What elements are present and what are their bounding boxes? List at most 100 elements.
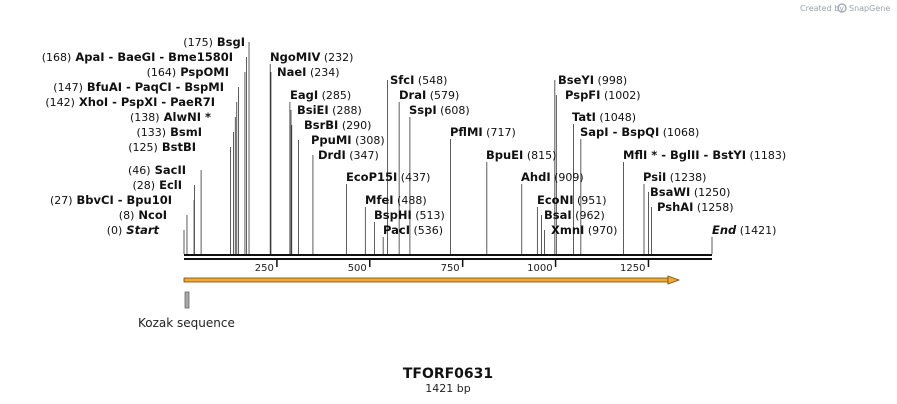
site-label[interactable]: MfeI (488): [365, 193, 427, 207]
site-position: (970): [584, 224, 617, 237]
site-label[interactable]: (125) BstBI: [128, 140, 196, 154]
site-label-text: EcoP15I (437): [346, 170, 430, 184]
enzyme-name: PflMI: [450, 125, 483, 139]
site-label[interactable]: DraI (579): [399, 88, 459, 102]
enzyme-name: XmnI: [551, 223, 584, 237]
site-label[interactable]: (27) BbvCI - Bpu10I: [50, 193, 172, 207]
site-position: (46): [128, 164, 151, 177]
site-label[interactable]: TatI (1048): [572, 110, 636, 124]
site-label-text: (175) BsgI: [183, 35, 245, 49]
enzyme-name: SacII: [151, 163, 186, 177]
site-label-text: End (1421): [712, 223, 776, 237]
site-label-text: PspFI (1002): [565, 88, 641, 102]
site-label[interactable]: (168) ApaI - BaeGI - Bme1580I: [42, 50, 233, 64]
site-position: (308): [352, 134, 385, 147]
site-position: (1258): [693, 201, 733, 214]
credit-prefix: Created by: [800, 4, 844, 13]
site-label[interactable]: SspI (608): [409, 103, 470, 117]
sequence-name: TFORF0631: [403, 366, 493, 382]
enzyme-name: BsaI: [544, 208, 572, 222]
orf-arrow-body: [183, 277, 669, 283]
enzyme-name: End: [712, 223, 737, 237]
site-label-text: (142) XhoI - PspXI - PaeR7I: [45, 95, 215, 109]
site-label[interactable]: EagI (285): [290, 88, 351, 102]
site-position: (347): [346, 149, 379, 162]
site-label[interactable]: (175) BsgI: [183, 35, 245, 49]
enzyme-name: AhdI: [521, 170, 551, 184]
site-label[interactable]: (138) AlwNI *: [130, 110, 211, 124]
enzyme-name: BsaWI: [650, 185, 690, 199]
site-label-text: (133) BsmI: [137, 125, 202, 139]
enzyme-name: PshAI: [657, 200, 693, 214]
snapgene-credit: Created by SnapGene: [800, 3, 890, 13]
site-position: (1421): [736, 224, 776, 237]
site-label[interactable]: PpuMI (308): [311, 133, 385, 147]
site-label[interactable]: (133) BsmI: [137, 125, 202, 139]
site-label-text: (147) BfuAI - PaqCI - BspMI: [53, 80, 224, 94]
site-label[interactable]: (142) XhoI - PspXI - PaeR7I: [45, 95, 215, 109]
site-label[interactable]: PacI (536): [383, 223, 443, 237]
site-label[interactable]: BpuEI (815): [486, 148, 556, 162]
site-label[interactable]: (8) NcoI: [119, 208, 167, 222]
site-position: (232): [320, 51, 353, 64]
site-label[interactable]: MflI * - BglII - BstYI (1183): [623, 148, 786, 162]
site-label[interactable]: PspFI (1002): [565, 88, 641, 102]
site-label-text: AhdI (909): [521, 170, 584, 184]
site-label-text: MflI * - BglII - BstYI (1183): [623, 148, 786, 162]
site-label[interactable]: (147) BfuAI - PaqCI - BspMI: [53, 80, 224, 94]
site-label[interactable]: End (1421): [712, 223, 776, 237]
enzyme-name: DraI: [399, 88, 426, 102]
site-label[interactable]: (46) SacII: [128, 163, 186, 177]
site-label[interactable]: (0) Start: [107, 223, 160, 237]
site-label[interactable]: BsrBI (290): [304, 118, 371, 132]
enzyme-name: PpuMI: [311, 133, 352, 147]
enzyme-name: PspFI: [565, 88, 600, 102]
site-label-text: (168) ApaI - BaeGI - Bme1580I: [42, 50, 233, 64]
site-label[interactable]: SfcI (548): [390, 73, 447, 87]
site-position: (962): [572, 209, 605, 222]
site-label[interactable]: XmnI (970): [551, 223, 617, 237]
enzyme-name: BpuEI: [486, 148, 523, 162]
site-label-text: PshAI (1258): [657, 200, 734, 214]
site-label[interactable]: BsiEI (288): [297, 103, 362, 117]
site-label-text: DraI (579): [399, 88, 459, 102]
site-label[interactable]: BsaI (962): [544, 208, 605, 222]
enzyme-name: SfcI: [390, 73, 414, 87]
site-label[interactable]: AhdI (909): [521, 170, 584, 184]
site-label[interactable]: EcoP15I (437): [346, 170, 430, 184]
site-position: (288): [329, 104, 362, 117]
site-position: (536): [410, 224, 443, 237]
site-label-text: XmnI (970): [551, 223, 617, 237]
site-label[interactable]: PshAI (1258): [657, 200, 734, 214]
site-label[interactable]: PsiI (1238): [643, 170, 706, 184]
site-position: (548): [414, 74, 447, 87]
site-label[interactable]: SapI - BspQI (1068): [580, 125, 699, 139]
site-position: (168): [42, 51, 72, 64]
orf-arrow-head-icon: [667, 275, 681, 285]
site-label-text: PacI (536): [383, 223, 443, 237]
site-label[interactable]: BspHI (513): [374, 208, 445, 222]
kozak-feature-box[interactable]: [184, 291, 190, 309]
enzyme-name: ApaI: [71, 50, 104, 64]
site-position: (142): [45, 96, 75, 109]
backbone-strand-bottom: [184, 258, 712, 260]
site-label[interactable]: (164) PspOMI: [147, 65, 229, 79]
site-label[interactable]: NgoMIV (232): [270, 50, 353, 64]
site-label[interactable]: NaeI (234): [277, 65, 340, 79]
site-label[interactable]: BsaWI (1250): [650, 185, 730, 199]
site-label[interactable]: PflMI (717): [450, 125, 516, 139]
enzyme-name: BsmI: [166, 125, 202, 139]
site-label[interactable]: EcoNI (951): [537, 193, 607, 207]
site-label[interactable]: DrdI (347): [318, 148, 379, 162]
site-position: (951): [573, 194, 606, 207]
site-position: (234): [306, 66, 339, 79]
site-label-text: NgoMIV (232): [270, 50, 353, 64]
site-label[interactable]: (28) EclI: [133, 178, 183, 192]
site-label-text: BspHI (513): [374, 208, 445, 222]
enzyme-name: BstBI: [158, 140, 196, 154]
enzyme-name: - BglII: [657, 148, 699, 162]
credit-brand: SnapGene: [849, 4, 890, 13]
site-label-text: (0) Start: [107, 223, 160, 237]
site-label[interactable]: BseYI (998): [558, 73, 627, 87]
